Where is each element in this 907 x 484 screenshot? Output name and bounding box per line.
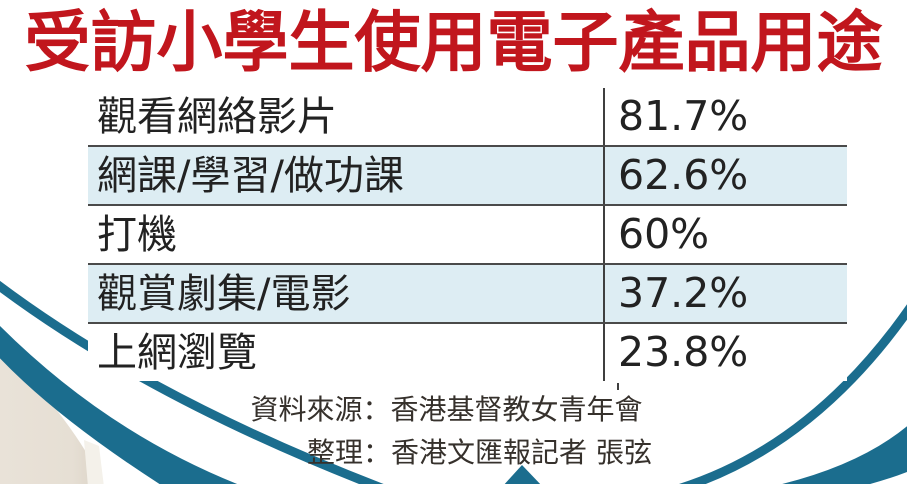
photo-corner-highlight: [84, 440, 104, 484]
data-source-line: 資料來源：香港基督教女青年會: [250, 393, 643, 426]
row-value: 81.7%: [603, 88, 847, 145]
row-label: 觀賞劇集/電影: [97, 270, 351, 317]
table-row: 網課/學習/做功課 62.6%: [88, 147, 847, 206]
masthead-peak-icon: [504, 465, 541, 484]
swoosh-right-thin: [678, 304, 907, 484]
row-label: 上網瀏覽: [97, 329, 257, 376]
swoosh-left-thick: [0, 325, 238, 484]
row-value: 37.2%: [603, 265, 847, 322]
row-value: 62.6%: [603, 147, 847, 204]
page-title: 受訪小學生使用電子產品用途: [24, 3, 883, 81]
table-row: 上網瀏覽 23.8%: [88, 324, 847, 381]
table-row: 打機 60%: [88, 206, 847, 265]
row-label: 網課/學習/做功課: [97, 152, 404, 199]
swoosh-right-thick: [781, 426, 907, 484]
row-value: 23.8%: [603, 324, 847, 381]
column-divider-tail: [617, 383, 619, 390]
table-row: 觀賞劇集/電影 37.2%: [88, 265, 847, 324]
row-label: 觀看網絡影片: [97, 93, 337, 140]
credit-line: 整理：香港文匯報記者 張弦: [307, 436, 652, 469]
row-label: 打機: [97, 211, 177, 258]
usage-table: 觀看網絡影片 81.7% 網課/學習/做功課 62.6% 打機 60% 觀賞劇集…: [88, 88, 847, 381]
row-value: 60%: [603, 206, 847, 263]
table-row: 觀看網絡影片 81.7%: [88, 88, 847, 147]
swoosh-left-thin: [0, 280, 384, 484]
